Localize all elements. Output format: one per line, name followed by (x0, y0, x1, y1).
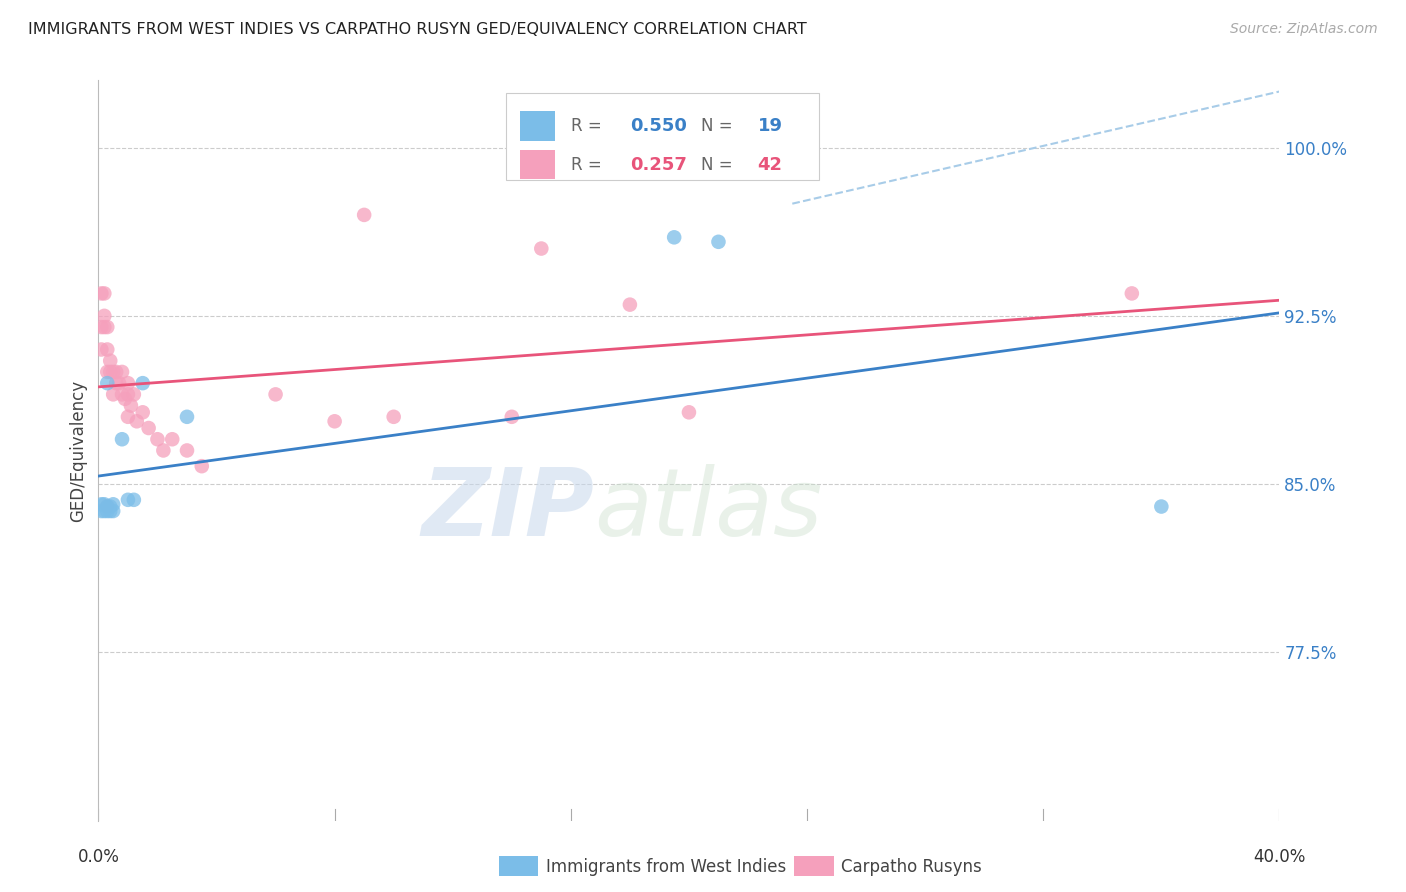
Point (96, 343, 118, 357)
Text: N =: N = (700, 155, 738, 174)
Point (117, 376, 139, 391)
Point (98, 353, 121, 368)
Point (122, 492, 145, 507)
Text: Carpatho Rusyns: Carpatho Rusyns (841, 858, 981, 876)
Bar (520, 150, 555, 179)
Point (93, 497, 115, 511)
Point (96, 376, 118, 391)
Text: ZIP: ZIP (422, 464, 595, 556)
Point (105, 376, 128, 391)
Point (98, 365, 121, 379)
Point (98, 500, 121, 514)
Point (146, 432, 169, 446)
Point (111, 365, 134, 379)
Point (103, 387, 125, 401)
Y-axis label: GED/Equivalency: GED/Equivalency (69, 379, 87, 522)
Point (707, 235, 730, 249)
Point (103, 497, 125, 511)
Point (1121, 286, 1143, 301)
Point (117, 409, 139, 424)
Text: 40.0%: 40.0% (1253, 847, 1306, 865)
Point (114, 392, 136, 406)
Point (96, 500, 118, 514)
Point (117, 492, 139, 507)
Text: 19: 19 (758, 117, 783, 135)
Point (98, 504, 121, 518)
Point (264, 387, 287, 401)
Text: R =: R = (571, 117, 607, 135)
Point (176, 409, 198, 424)
Point (103, 365, 125, 379)
Point (132, 376, 155, 391)
Point (93, 504, 115, 518)
Point (176, 443, 198, 458)
Point (619, 298, 641, 312)
Point (90, 320, 112, 334)
Text: Source: ZipAtlas.com: Source: ZipAtlas.com (1230, 22, 1378, 37)
Point (93, 320, 115, 334)
Text: 0.0%: 0.0% (77, 847, 120, 865)
Point (105, 365, 128, 379)
Point (125, 414, 148, 428)
Text: 0.257: 0.257 (630, 155, 686, 174)
Text: 42: 42 (758, 155, 783, 174)
Point (111, 432, 134, 446)
Point (122, 387, 145, 401)
Point (530, 242, 553, 256)
Point (108, 376, 131, 391)
Point (664, 230, 686, 244)
Bar (520, 112, 555, 141)
Point (90, 343, 112, 357)
Point (678, 405, 700, 419)
Point (96, 365, 118, 379)
Point (138, 421, 160, 435)
Point (117, 387, 139, 401)
Point (382, 409, 405, 424)
FancyBboxPatch shape (506, 93, 818, 180)
Text: Immigrants from West Indies: Immigrants from West Indies (546, 858, 786, 876)
Point (501, 409, 523, 424)
Text: N =: N = (700, 117, 738, 135)
Point (96, 320, 118, 334)
Point (103, 504, 125, 518)
Point (120, 399, 142, 413)
Text: R =: R = (571, 155, 607, 174)
Point (90, 286, 112, 301)
Point (93, 309, 115, 323)
Point (323, 414, 346, 428)
Point (96, 504, 118, 518)
Point (96, 500, 118, 514)
Point (353, 208, 375, 222)
Point (1150, 500, 1173, 514)
Text: atlas: atlas (595, 464, 823, 555)
Point (111, 387, 134, 401)
Point (162, 432, 183, 446)
Point (132, 405, 155, 419)
Text: 0.550: 0.550 (630, 117, 686, 135)
Point (93, 286, 115, 301)
Point (152, 443, 174, 458)
Text: IMMIGRANTS FROM WEST INDIES VS CARPATHO RUSYN GED/EQUIVALENCY CORRELATION CHART: IMMIGRANTS FROM WEST INDIES VS CARPATHO … (28, 22, 807, 37)
Point (191, 459, 214, 474)
Point (90, 504, 112, 518)
Point (90, 497, 112, 511)
